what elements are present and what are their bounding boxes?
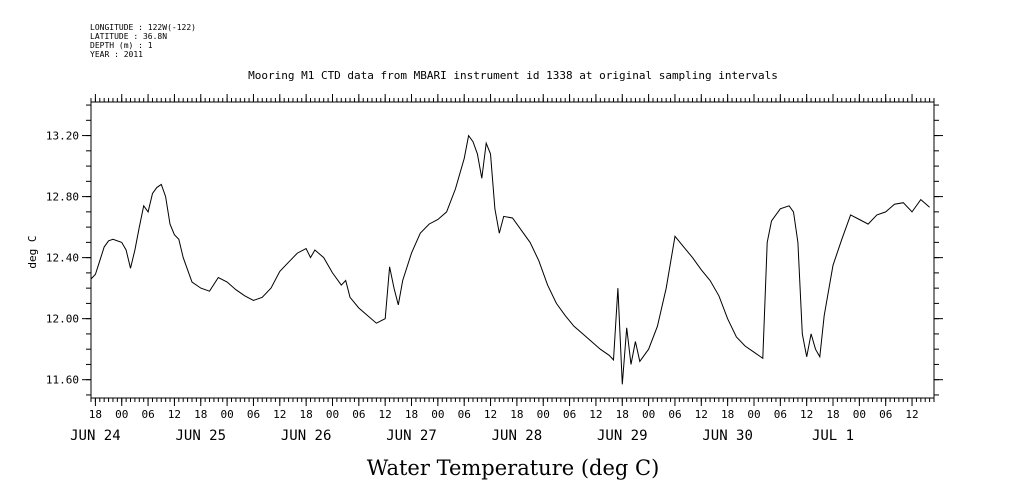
x-hour-tick-label: 18 xyxy=(194,408,207,421)
x-hour-tick-label: 18 xyxy=(826,408,839,421)
x-day-label: JUN 28 xyxy=(492,428,543,444)
x-hour-tick-label: 12 xyxy=(905,408,918,421)
x-hour-tick-label: 00 xyxy=(853,408,866,421)
x-hour-tick-label: 00 xyxy=(326,408,339,421)
x-hour-tick-label: 06 xyxy=(352,408,365,421)
y-axis-label: deg C xyxy=(26,235,39,268)
chart-title: Mooring M1 CTD data from MBARI instrumen… xyxy=(248,69,778,82)
x-hour-tick-label: 12 xyxy=(589,408,602,421)
x-hour-tick-label: 12 xyxy=(273,408,286,421)
longitude-label: LONGITUDE : 122W(-122) xyxy=(90,23,196,32)
x-hour-tick-label: 00 xyxy=(115,408,128,421)
x-hour-tick-label: 12 xyxy=(379,408,392,421)
x-hour-tick-label: 06 xyxy=(879,408,892,421)
x-hour-tick-label: 18 xyxy=(721,408,734,421)
x-hour-tick-label: 18 xyxy=(300,408,313,421)
y-tick-label: 13.20 xyxy=(46,130,79,143)
x-day-label: JUN 26 xyxy=(281,428,332,444)
x-day-label: JUN 30 xyxy=(702,428,753,444)
x-hour-tick-label: 18 xyxy=(510,408,523,421)
x-axis-title: Water Temperature (deg C) xyxy=(367,456,660,480)
x-hour-tick-label: 06 xyxy=(247,408,260,421)
x-hour-tick-label: 06 xyxy=(563,408,576,421)
x-day-label: JUN 27 xyxy=(386,428,437,444)
x-hour-tick-label: 06 xyxy=(141,408,154,421)
x-day-label: JUN 29 xyxy=(597,428,648,444)
y-tick-label: 12.80 xyxy=(46,191,79,204)
x-hour-tick-label: 00 xyxy=(537,408,550,421)
x-hour-tick-label: 06 xyxy=(774,408,787,421)
year-label: YEAR : 2011 xyxy=(90,50,143,59)
x-hour-tick-label: 12 xyxy=(800,408,813,421)
x-hour-tick-label: 00 xyxy=(642,408,655,421)
water-temperature-line xyxy=(90,134,930,385)
x-hour-tick-label: 00 xyxy=(747,408,760,421)
x-day-label: JUL 1 xyxy=(812,428,854,444)
y-tick-label: 12.40 xyxy=(46,252,79,265)
x-hour-tick-label: 12 xyxy=(168,408,181,421)
x-hour-tick-label: 06 xyxy=(668,408,681,421)
series-layer xyxy=(90,134,930,385)
y-tick-label: 11.60 xyxy=(46,374,79,387)
x-hour-tick-label: 12 xyxy=(695,408,708,421)
x-hour-tick-label: 18 xyxy=(405,408,418,421)
x-day-label: JUN 24 xyxy=(70,428,121,444)
x-hour-tick-label: 00 xyxy=(431,408,444,421)
axis-tick-labels: 18 00 06 12 18 00 06 12 18 00 06 12 18 00 06 12 18 00 06 12… xyxy=(46,130,919,444)
latitude-label: LATITUDE : 36.8N xyxy=(90,32,167,41)
x-hour-tick-label: 18 xyxy=(616,408,629,421)
x-hour-tick-label: 00 xyxy=(220,408,233,421)
x-hour-tick-label: 06 xyxy=(458,408,471,421)
axis-ticks xyxy=(82,94,943,406)
x-day-label: JUN 25 xyxy=(175,428,226,444)
y-tick-label: 12.00 xyxy=(46,313,79,326)
x-hour-tick-label: 12 xyxy=(484,408,497,421)
x-hour-tick-label: 18 xyxy=(89,408,102,421)
depth-label: DEPTH (m) : 1 xyxy=(90,41,153,50)
